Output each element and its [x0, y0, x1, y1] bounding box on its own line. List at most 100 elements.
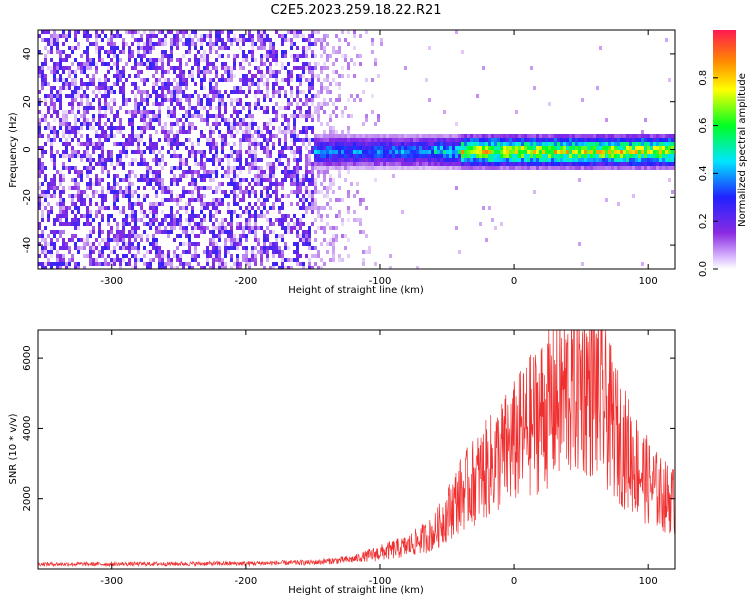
spectrogram-cell [272, 174, 275, 178]
spectrogram-cell [233, 62, 236, 66]
spectrogram-cell [179, 86, 182, 90]
spectrogram-cell [374, 122, 377, 126]
spectrogram-cell [476, 154, 479, 158]
spectrogram-cell [188, 70, 191, 74]
spectrogram-cell [140, 162, 143, 166]
spectrogram-cell [524, 146, 527, 150]
spectrogram-cell [506, 142, 509, 146]
spectrogram-cell [170, 138, 173, 142]
spectrogram-cell [191, 30, 194, 34]
spectrogram-cell [182, 142, 185, 146]
spectrogram-cell [134, 158, 137, 162]
spectrogram-cell [134, 218, 137, 222]
spectrogram-cell [608, 134, 611, 138]
spectrogram-cell [311, 138, 314, 142]
spectrogram-cell [566, 162, 569, 166]
spectrogram-cell [470, 150, 473, 154]
spectrogram-cell [215, 118, 218, 122]
spectrogram-cell [461, 162, 464, 166]
spectrogram-cell [107, 54, 110, 58]
spectrogram-cell [494, 134, 497, 138]
spectrogram-cell [98, 114, 101, 118]
spectrogram-cell [659, 154, 662, 158]
spectrogram-cell [257, 174, 260, 178]
spectrogram-cell [38, 50, 41, 54]
spectrogram-cell [251, 134, 254, 138]
spectrogram-cell [296, 94, 299, 98]
spectrogram-cell [92, 118, 95, 122]
spectrogram-cell [128, 194, 131, 198]
spectrogram-cell [647, 138, 650, 142]
spectrogram-cell [152, 66, 155, 70]
spectrogram-cell [173, 138, 176, 142]
spectrogram-cell [125, 62, 128, 66]
spectrogram-cell [218, 158, 221, 162]
spectrogram-cell [185, 94, 188, 98]
spectrogram-cell [194, 154, 197, 158]
spectrogram-cell [230, 122, 233, 126]
spectrogram-cell [122, 254, 125, 258]
spectrogram-cell [290, 266, 293, 269]
spectrogram-cell [149, 66, 152, 70]
spectrogram-cell [197, 226, 200, 230]
spectrogram-cell [128, 202, 131, 206]
spectrogram-cell [416, 138, 419, 142]
spectrogram-cell [143, 62, 146, 66]
spectrogram-cell [665, 38, 668, 42]
spectrogram-cell [146, 238, 149, 242]
spectrogram-cell [92, 126, 95, 130]
spectrogram-cell [494, 142, 497, 146]
spectrogram-cell [140, 34, 143, 38]
spectrogram-cell [296, 150, 299, 154]
spectrogram-cell [224, 66, 227, 70]
spectrogram-cell [314, 218, 317, 222]
spectrogram-cell [314, 106, 317, 110]
spectrogram-cell [479, 158, 482, 162]
spectrogram-cell [47, 190, 50, 194]
spectrogram-cell [254, 150, 257, 154]
spectrogram-cell [287, 162, 290, 166]
spectrogram-cell [329, 134, 332, 138]
spectrogram-cell [86, 82, 89, 86]
spectrogram-cell [461, 142, 464, 146]
spectrogram-cell [50, 102, 53, 106]
spectrogram-cell [269, 178, 272, 182]
spectrogram-cell [458, 154, 461, 158]
spectrogram-cell [59, 66, 62, 70]
spectrogram-cell [140, 150, 143, 154]
spectrogram-cell [605, 150, 608, 154]
spectrogram-cell [368, 146, 371, 150]
spectrogram-cell [410, 146, 413, 150]
spectrogram-cell [203, 66, 206, 70]
spectrogram-cell [182, 30, 185, 34]
spectrogram-cell [86, 210, 89, 214]
spectrogram-cell [620, 146, 623, 150]
spectrogram-cell [71, 50, 74, 54]
spectrogram-cell [194, 150, 197, 154]
spectrogram-cell [260, 70, 263, 74]
spectrogram-cell [320, 102, 323, 106]
spectrogram-cell [404, 166, 407, 170]
spectrogram-cell [215, 146, 218, 150]
spectrogram-cell [305, 62, 308, 66]
spectrogram-cell [68, 82, 71, 86]
spectrogram-cell [323, 130, 326, 134]
spectrogram-cell [74, 38, 77, 42]
spectrogram-cell [233, 262, 236, 266]
spectrogram-cell [311, 162, 314, 166]
spectrogram-cell [251, 38, 254, 42]
spectrogram-cell [185, 234, 188, 238]
spectrogram-cell [140, 126, 143, 130]
spectrogram-cell [98, 122, 101, 126]
spectrogram-cell [584, 134, 587, 138]
spectrogram-cell [569, 138, 572, 142]
spectrogram-cell [275, 54, 278, 58]
spectrogram-cell [173, 114, 176, 118]
spectrogram-cell [191, 126, 194, 130]
spectrogram-cell [209, 230, 212, 234]
spectrogram-cell [272, 86, 275, 90]
spectrogram-cell [137, 134, 140, 138]
spectrogram-cell [650, 134, 653, 138]
spectrogram-cell [149, 94, 152, 98]
spectrogram-cell [149, 178, 152, 182]
